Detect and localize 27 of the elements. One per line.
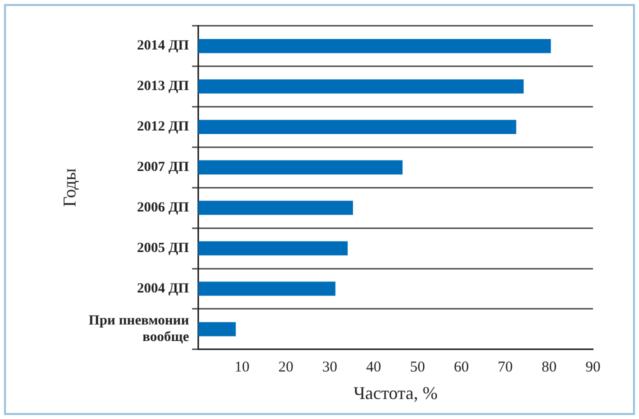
bar [198,200,353,215]
x-tick-label: 70 [498,359,513,376]
bar [198,282,336,296]
y-tick-label: 2004 ДП [137,281,190,296]
y-tick-label: 2006 ДП [137,200,190,216]
y-tick-label: 2012 ДП [137,120,190,135]
bar [198,160,403,174]
bar [198,322,236,336]
y-axis-title: Годы [60,168,80,207]
x-tick-label: 80 [542,359,557,376]
x-axis-title: Частота, % [353,382,438,403]
bar [198,79,524,94]
x-tick-label: 20 [278,359,294,376]
x-tick-label: 30 [322,359,338,376]
x-tick-label: 60 [454,359,469,376]
y-tick-label: 2014 ДП [137,38,190,54]
x-tick-label: 90 [586,359,600,376]
bar [198,241,348,256]
y-tick-label: 2013 ДП [137,79,190,94]
x-tick-label: 10 [234,359,250,376]
x-tick-label: 40 [366,359,382,376]
y-tick-label: 2007 ДП [137,160,190,175]
bar [198,38,551,54]
y-tick-label: При пневмонии вообще [88,313,190,346]
y-tick-label: 2005 ДП [137,240,190,256]
bar [198,120,516,134]
x-tick-label: 50 [410,359,425,376]
